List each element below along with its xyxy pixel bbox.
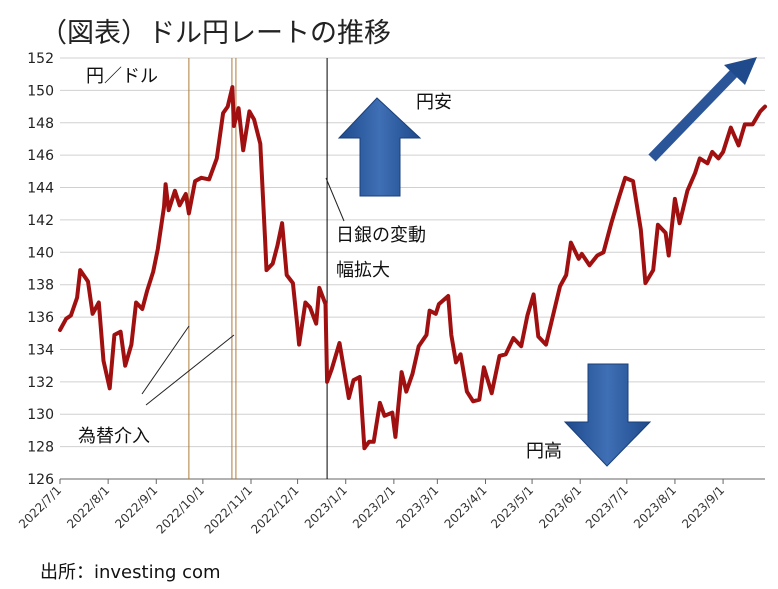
yen-weak-label: 円安 — [416, 92, 452, 113]
intervention-label: 為替介入 — [78, 426, 150, 447]
x-tick-label: 2022/10/1 — [154, 483, 207, 536]
y-tick-label: 134 — [27, 342, 54, 358]
y-tick-label: 128 — [27, 440, 54, 456]
x-tick-label: 2022/12/1 — [248, 483, 301, 536]
y-tick-label: 132 — [27, 375, 54, 391]
chart-title: （図表）ドル円レートの推移 — [40, 18, 391, 49]
y-tick-label: 142 — [27, 213, 54, 229]
y-axis-ticks: 126 128 130 132 134 136 138 140 142 144 146 148 150 1… — [27, 51, 54, 488]
yen-strong-label: 円高 — [526, 441, 562, 462]
boj-annotation-line2: 幅拡大 — [336, 260, 390, 281]
x-tick-label: 2023/9/1 — [679, 483, 727, 531]
x-tick-label: 2023/6/1 — [536, 483, 584, 531]
y-tick-label: 138 — [27, 278, 54, 294]
x-axis-ticks: 2022/7/1 2022/8/1 2022/9/12022/10/12022/11… — [16, 479, 727, 537]
x-tick-label: 2022/7/1 — [16, 483, 64, 531]
boj-annotation-line1: 日銀の変動 — [336, 225, 426, 246]
x-tick-label: 2022/11/1 — [202, 483, 255, 536]
y-tick-label: 152 — [27, 51, 54, 67]
y-tick-label: 148 — [27, 116, 54, 132]
x-tick-label: 2023/4/1 — [442, 483, 490, 531]
x-tick-label: 2022/9/1 — [112, 483, 160, 531]
grid-lines — [60, 57, 765, 480]
x-tick-label: 2023/2/1 — [350, 483, 398, 531]
y-tick-label: 150 — [27, 83, 54, 99]
boj-pointer — [325, 177, 345, 222]
x-tick-label: 2023/8/1 — [631, 483, 679, 531]
x-tick-label: 2023/1/1 — [302, 483, 350, 531]
unit-label: 円／ドル — [86, 66, 158, 87]
series-line-usdjpy — [58, 85, 767, 451]
y-tick-label: 130 — [27, 407, 54, 423]
up-arrow-icon — [337, 97, 422, 197]
y-tick-label: 144 — [27, 181, 54, 197]
down-arrow-icon — [563, 363, 652, 467]
intervention-pointer-2 — [145, 334, 235, 406]
x-tick-label: 2023/3/1 — [393, 483, 441, 531]
event-lines — [188, 58, 328, 479]
y-tick-label: 136 — [27, 310, 54, 326]
y-tick-label: 146 — [27, 148, 54, 164]
diagonal-up-arrow-icon — [648, 57, 757, 162]
x-tick-label: 2023/5/1 — [488, 483, 536, 531]
x-tick-label: 2022/8/1 — [64, 483, 112, 531]
x-tick-label: 2023/7/1 — [583, 483, 631, 531]
source-note: 出所：investing com — [40, 562, 221, 583]
intervention-pointer-1 — [141, 325, 190, 395]
y-tick-label: 126 — [27, 472, 54, 488]
y-tick-label: 140 — [27, 245, 54, 261]
